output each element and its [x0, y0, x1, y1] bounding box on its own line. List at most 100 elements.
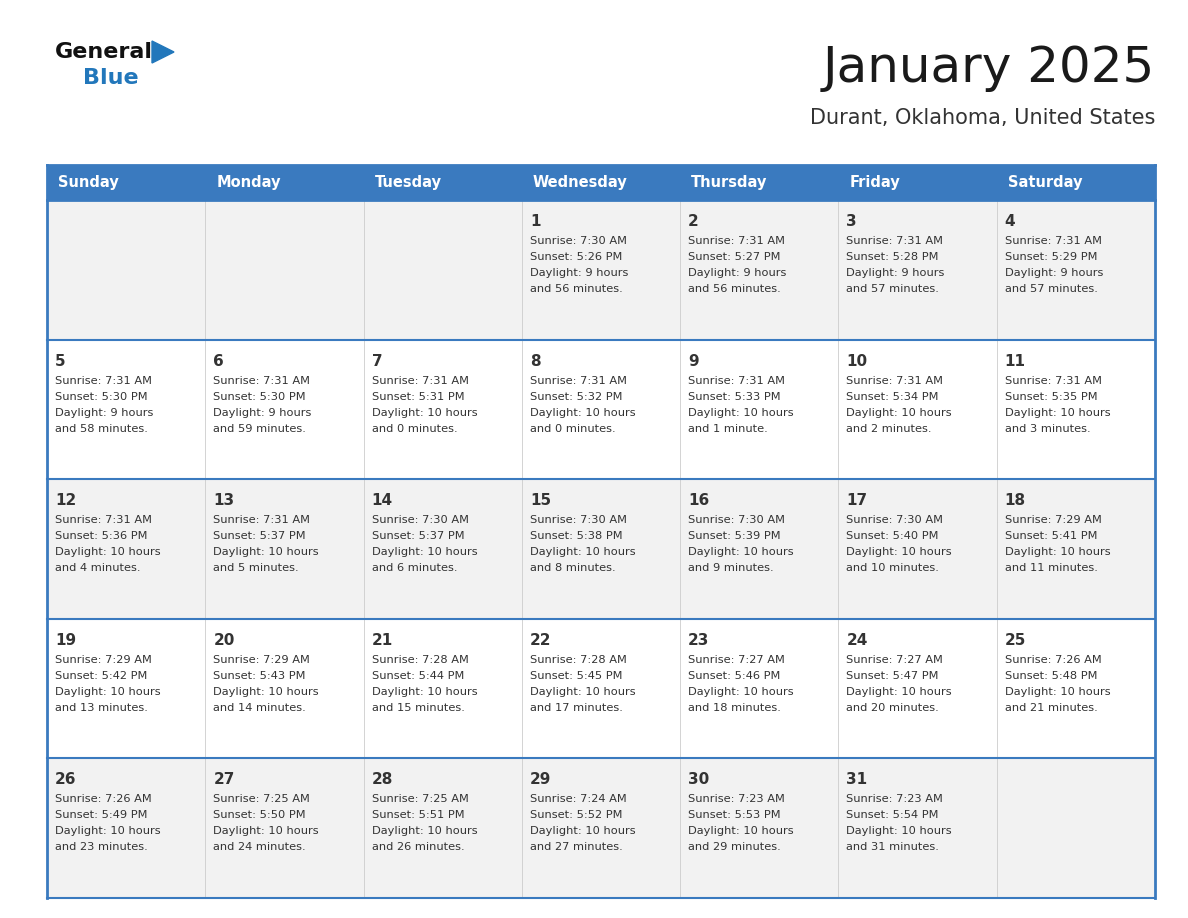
Text: 4: 4	[1005, 214, 1016, 229]
Text: 9: 9	[688, 353, 699, 369]
Text: Daylight: 9 hours: Daylight: 9 hours	[214, 408, 311, 418]
Text: Sunset: 5:29 PM: Sunset: 5:29 PM	[1005, 252, 1098, 262]
Text: 26: 26	[55, 772, 76, 788]
Text: and 56 minutes.: and 56 minutes.	[530, 284, 623, 294]
Text: Daylight: 10 hours: Daylight: 10 hours	[688, 547, 794, 557]
Text: Sunset: 5:48 PM: Sunset: 5:48 PM	[1005, 671, 1098, 681]
Text: and 59 minutes.: and 59 minutes.	[214, 423, 307, 433]
Text: and 58 minutes.: and 58 minutes.	[55, 423, 147, 433]
Text: 20: 20	[214, 633, 235, 648]
Text: 1: 1	[530, 214, 541, 229]
Text: Sunrise: 7:29 AM: Sunrise: 7:29 AM	[55, 655, 152, 665]
Text: and 8 minutes.: and 8 minutes.	[530, 564, 615, 573]
Text: Sunday: Sunday	[58, 175, 119, 190]
Text: Sunset: 5:36 PM: Sunset: 5:36 PM	[55, 532, 147, 542]
Text: Sunrise: 7:30 AM: Sunrise: 7:30 AM	[372, 515, 468, 525]
Text: and 31 minutes.: and 31 minutes.	[846, 843, 940, 853]
Bar	[48, 200, 1155, 340]
Text: Daylight: 10 hours: Daylight: 10 hours	[372, 687, 478, 697]
Text: Daylight: 10 hours: Daylight: 10 hours	[1005, 547, 1111, 557]
Text: and 24 minutes.: and 24 minutes.	[214, 843, 307, 853]
Text: and 0 minutes.: and 0 minutes.	[372, 423, 457, 433]
Text: Sunrise: 7:27 AM: Sunrise: 7:27 AM	[846, 655, 943, 665]
Text: Daylight: 10 hours: Daylight: 10 hours	[688, 408, 794, 418]
Text: Sunset: 5:32 PM: Sunset: 5:32 PM	[530, 392, 623, 401]
Text: and 18 minutes.: and 18 minutes.	[688, 703, 781, 712]
Text: and 57 minutes.: and 57 minutes.	[1005, 284, 1098, 294]
Text: Sunset: 5:33 PM: Sunset: 5:33 PM	[688, 392, 781, 401]
Text: 14: 14	[372, 493, 393, 509]
Text: 7: 7	[372, 353, 383, 369]
Text: Sunrise: 7:31 AM: Sunrise: 7:31 AM	[214, 515, 310, 525]
Text: Wednesday: Wednesday	[533, 175, 627, 190]
Text: Daylight: 10 hours: Daylight: 10 hours	[214, 547, 318, 557]
Text: Sunset: 5:37 PM: Sunset: 5:37 PM	[214, 532, 307, 542]
Text: Sunrise: 7:28 AM: Sunrise: 7:28 AM	[372, 655, 468, 665]
Text: and 1 minute.: and 1 minute.	[688, 423, 767, 433]
Text: Sunrise: 7:30 AM: Sunrise: 7:30 AM	[846, 515, 943, 525]
Text: Sunrise: 7:30 AM: Sunrise: 7:30 AM	[688, 515, 785, 525]
Bar	[48, 758, 1155, 898]
Text: Sunset: 5:45 PM: Sunset: 5:45 PM	[530, 671, 623, 681]
Text: Daylight: 10 hours: Daylight: 10 hours	[214, 687, 318, 697]
Text: Sunrise: 7:31 AM: Sunrise: 7:31 AM	[688, 236, 785, 246]
Text: Daylight: 10 hours: Daylight: 10 hours	[530, 687, 636, 697]
Text: Sunset: 5:30 PM: Sunset: 5:30 PM	[214, 392, 307, 401]
Text: Daylight: 10 hours: Daylight: 10 hours	[55, 826, 160, 836]
Text: and 4 minutes.: and 4 minutes.	[55, 564, 140, 573]
Text: and 13 minutes.: and 13 minutes.	[55, 703, 147, 712]
Text: 21: 21	[372, 633, 393, 648]
Text: Sunset: 5:27 PM: Sunset: 5:27 PM	[688, 252, 781, 262]
Text: Sunrise: 7:23 AM: Sunrise: 7:23 AM	[846, 794, 943, 804]
Text: 6: 6	[214, 353, 225, 369]
Text: and 29 minutes.: and 29 minutes.	[688, 843, 781, 853]
Text: Sunrise: 7:24 AM: Sunrise: 7:24 AM	[530, 794, 626, 804]
Text: Tuesday: Tuesday	[374, 175, 442, 190]
Text: Sunset: 5:30 PM: Sunset: 5:30 PM	[55, 392, 147, 401]
Text: 16: 16	[688, 493, 709, 509]
Text: Sunrise: 7:28 AM: Sunrise: 7:28 AM	[530, 655, 627, 665]
Text: Sunrise: 7:26 AM: Sunrise: 7:26 AM	[1005, 655, 1101, 665]
Text: 28: 28	[372, 772, 393, 788]
Text: and 56 minutes.: and 56 minutes.	[688, 284, 781, 294]
Text: Daylight: 10 hours: Daylight: 10 hours	[846, 687, 952, 697]
Text: and 15 minutes.: and 15 minutes.	[372, 703, 465, 712]
Text: Sunrise: 7:30 AM: Sunrise: 7:30 AM	[530, 236, 627, 246]
Text: 18: 18	[1005, 493, 1026, 509]
Bar	[48, 619, 1155, 758]
Text: 10: 10	[846, 353, 867, 369]
Text: Saturday: Saturday	[1007, 175, 1082, 190]
Text: Sunrise: 7:29 AM: Sunrise: 7:29 AM	[1005, 515, 1101, 525]
Text: January 2025: January 2025	[823, 44, 1155, 92]
Text: Sunrise: 7:31 AM: Sunrise: 7:31 AM	[688, 375, 785, 386]
Bar	[48, 479, 1155, 619]
Text: Sunrise: 7:31 AM: Sunrise: 7:31 AM	[530, 375, 627, 386]
Text: Sunrise: 7:25 AM: Sunrise: 7:25 AM	[214, 794, 310, 804]
Text: and 57 minutes.: and 57 minutes.	[846, 284, 940, 294]
Text: Sunrise: 7:23 AM: Sunrise: 7:23 AM	[688, 794, 785, 804]
Text: and 26 minutes.: and 26 minutes.	[372, 843, 465, 853]
Text: Sunset: 5:47 PM: Sunset: 5:47 PM	[846, 671, 939, 681]
Text: Daylight: 10 hours: Daylight: 10 hours	[372, 408, 478, 418]
Text: and 20 minutes.: and 20 minutes.	[846, 703, 940, 712]
Text: Daylight: 10 hours: Daylight: 10 hours	[55, 547, 160, 557]
Text: Daylight: 9 hours: Daylight: 9 hours	[530, 268, 628, 278]
Text: 27: 27	[214, 772, 235, 788]
Text: Thursday: Thursday	[691, 175, 767, 190]
Text: Sunset: 5:37 PM: Sunset: 5:37 PM	[372, 532, 465, 542]
Bar	[48, 165, 1155, 200]
Text: 13: 13	[214, 493, 234, 509]
Text: Sunset: 5:42 PM: Sunset: 5:42 PM	[55, 671, 147, 681]
Text: 30: 30	[688, 772, 709, 788]
Text: Sunrise: 7:31 AM: Sunrise: 7:31 AM	[55, 375, 152, 386]
Text: Sunset: 5:38 PM: Sunset: 5:38 PM	[530, 532, 623, 542]
Text: Sunset: 5:50 PM: Sunset: 5:50 PM	[214, 811, 307, 821]
Text: Sunset: 5:26 PM: Sunset: 5:26 PM	[530, 252, 623, 262]
Text: 25: 25	[1005, 633, 1026, 648]
Text: Daylight: 10 hours: Daylight: 10 hours	[372, 547, 478, 557]
Text: Sunset: 5:39 PM: Sunset: 5:39 PM	[688, 532, 781, 542]
Text: Daylight: 9 hours: Daylight: 9 hours	[688, 268, 786, 278]
Text: Blue: Blue	[83, 68, 139, 88]
Text: Daylight: 10 hours: Daylight: 10 hours	[688, 826, 794, 836]
Text: Sunrise: 7:26 AM: Sunrise: 7:26 AM	[55, 794, 152, 804]
